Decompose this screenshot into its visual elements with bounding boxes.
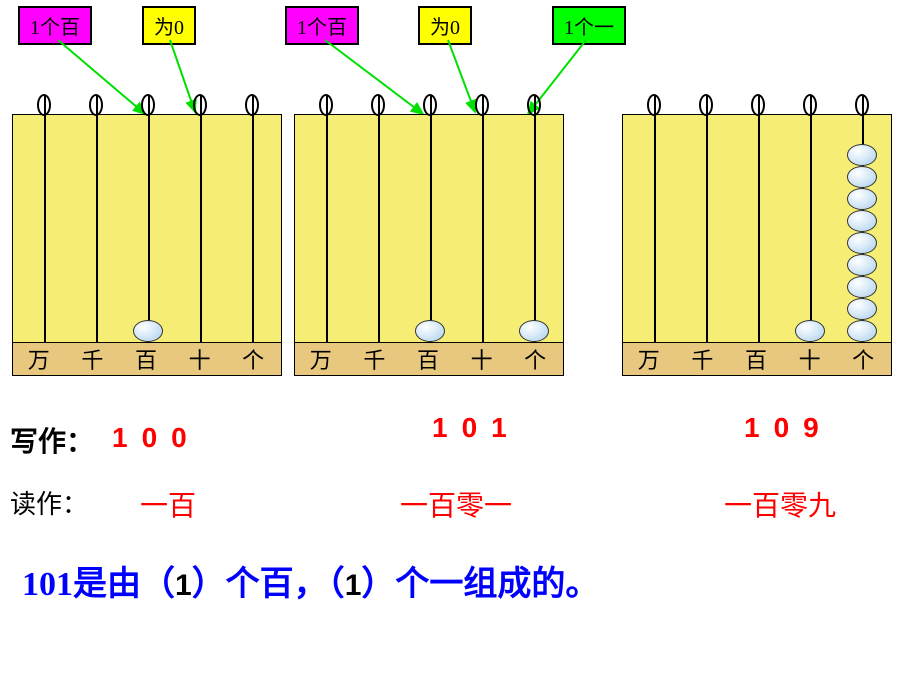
sentence-prefix: 101是由（ — [22, 566, 175, 603]
rod-wan — [44, 96, 46, 342]
rod-qian — [378, 96, 380, 342]
bead — [847, 210, 877, 232]
loop-icon — [751, 94, 765, 116]
place-qian: 千 — [691, 343, 715, 375]
place-shi: 十 — [799, 343, 823, 375]
rod-wan — [654, 96, 656, 342]
loop-icon — [193, 94, 207, 116]
place-wan: 万 — [310, 343, 334, 375]
bead — [133, 320, 163, 342]
place-ge: 个 — [852, 343, 876, 375]
loop-icon — [699, 94, 713, 116]
rod-ge — [252, 96, 254, 342]
read-value-2: 一百零一 — [400, 484, 512, 524]
bead — [415, 320, 445, 342]
place-bai: 百 — [417, 343, 441, 375]
rod-bai — [148, 96, 150, 342]
sentence-val2: 1 — [345, 569, 362, 602]
abacus-3: 万 千 百 十 个 — [622, 96, 892, 376]
tag-hundred-2: 1个百 — [285, 6, 359, 45]
rod-qian — [706, 96, 708, 342]
abacus-board — [12, 114, 282, 344]
bead — [847, 254, 877, 276]
loop-icon — [245, 94, 259, 116]
place-labels: 万 千 百 十 个 — [294, 342, 564, 376]
bead — [847, 320, 877, 342]
rod-bai — [430, 96, 432, 342]
tag-zero-2: 为0 — [418, 6, 472, 45]
bead — [519, 320, 549, 342]
bead — [795, 320, 825, 342]
place-bai: 百 — [135, 343, 159, 375]
rod-ge — [534, 96, 536, 342]
bead — [847, 188, 877, 210]
place-shi: 十 — [471, 343, 495, 375]
bead — [847, 298, 877, 320]
rod-bai — [758, 96, 760, 342]
place-qian: 千 — [81, 343, 105, 375]
read-label: 读作： — [10, 484, 88, 521]
abacus-2: 万 千 百 十 个 — [294, 96, 564, 376]
loop-icon — [423, 94, 437, 116]
loop-icon — [475, 94, 489, 116]
bead — [847, 166, 877, 188]
place-qian: 千 — [363, 343, 387, 375]
loop-icon — [89, 94, 103, 116]
place-labels: 万 千 百 十 个 — [12, 342, 282, 376]
rod-shi — [482, 96, 484, 342]
sentence-mid: ）个百，（ — [192, 566, 345, 603]
place-wan: 万 — [28, 343, 52, 375]
write-value-1: 100 — [112, 422, 201, 454]
loop-icon — [319, 94, 333, 116]
write-value-3: 109 — [744, 412, 833, 444]
tag-hundred-1: 1个百 — [18, 6, 92, 45]
tag-zero-1: 为0 — [142, 6, 196, 45]
write-label: 写作： — [10, 420, 94, 460]
sentence-suffix: ）个一组成的。 — [361, 566, 599, 603]
composition-sentence: 101是由（1）个百，（1）个一组成的。 — [22, 556, 599, 605]
rod-wan — [326, 96, 328, 342]
loop-icon — [141, 94, 155, 116]
rod-qian — [96, 96, 98, 342]
rod-shi — [200, 96, 202, 342]
place-ge: 个 — [242, 343, 266, 375]
bead — [847, 276, 877, 298]
write-value-2: 101 — [432, 412, 521, 444]
loop-icon — [37, 94, 51, 116]
abacus-board — [294, 114, 564, 344]
tag-one-1: 1个一 — [552, 6, 626, 45]
rod-shi — [810, 96, 812, 342]
loop-icon — [527, 94, 541, 116]
abacus-1: 万 千 百 十 个 — [12, 96, 282, 376]
loop-icon — [371, 94, 385, 116]
loop-icon — [855, 94, 869, 116]
place-bai: 百 — [745, 343, 769, 375]
loop-icon — [647, 94, 661, 116]
loop-icon — [803, 94, 817, 116]
bead — [847, 144, 877, 166]
place-labels: 万 千 百 十 个 — [622, 342, 892, 376]
read-value-1: 一百 — [140, 484, 196, 524]
bead — [847, 232, 877, 254]
place-shi: 十 — [189, 343, 213, 375]
place-ge: 个 — [524, 343, 548, 375]
sentence-val1: 1 — [175, 569, 192, 602]
place-wan: 万 — [638, 343, 662, 375]
read-value-3: 一百零九 — [724, 484, 836, 524]
